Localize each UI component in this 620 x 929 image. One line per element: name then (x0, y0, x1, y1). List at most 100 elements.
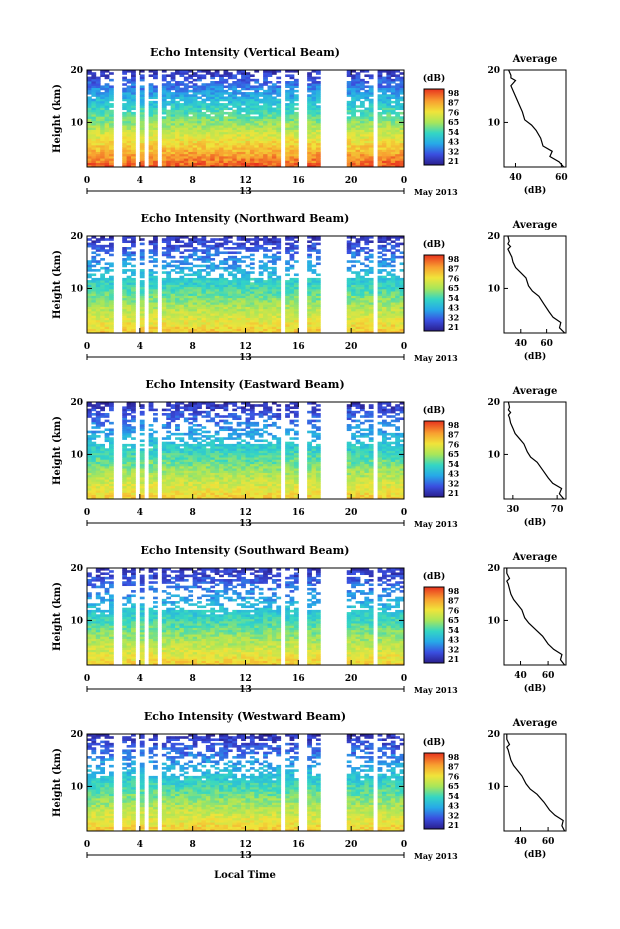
heatmap-cell (170, 98, 176, 102)
heatmap-cell (276, 125, 282, 128)
heatmap-cell (289, 153, 295, 157)
heatmap-cell (395, 120, 400, 124)
heatmap-cell (179, 255, 185, 259)
heatmap-cell (386, 133, 392, 137)
heatmap-cell (197, 144, 202, 148)
heatmap-cell (95, 100, 101, 104)
heatmap-cell (122, 415, 128, 418)
heatmap-cell (95, 459, 101, 462)
heatmap-cell (249, 94, 255, 97)
heatmap-cell (293, 138, 299, 141)
heatmap-cell (131, 299, 136, 303)
heatmap-cell (263, 111, 268, 115)
heatmap-cell (232, 131, 238, 135)
heatmap-cell (395, 160, 400, 163)
heatmap-cell (201, 120, 207, 124)
heatmap-cell (175, 410, 180, 414)
heatmap-cell (307, 269, 312, 272)
heatmap-cell (236, 140, 242, 144)
heatmap-cell (289, 282, 295, 285)
heatmap-cell (104, 448, 110, 451)
heatmap-cell (91, 319, 97, 323)
heatmap-cell (131, 120, 136, 124)
heatmap-cell (223, 78, 229, 82)
heatmap-cell (364, 151, 370, 155)
heatmap-cell (109, 247, 114, 250)
heatmap-cell (241, 330, 246, 334)
heatmap-cell (245, 114, 251, 117)
heatmap-cell (197, 242, 202, 246)
heatmap-cell (359, 293, 365, 296)
heatmap-cell (351, 242, 356, 246)
heatmap-cell (390, 105, 396, 108)
heatmap-cell (276, 155, 282, 159)
heatmap-cell (351, 127, 356, 130)
heatmap-cell (91, 459, 97, 462)
heatmap-cell (346, 242, 352, 246)
heatmap-cell (249, 78, 255, 82)
heatmap-cell (364, 98, 370, 102)
heatmap-cell (254, 96, 260, 100)
heatmap-cell (153, 74, 158, 78)
heatmap-cell (192, 326, 198, 329)
heatmap-cell (236, 149, 242, 152)
heatmap-cell (104, 461, 110, 465)
heatmap-cell (95, 470, 101, 473)
heatmap-cell (91, 260, 97, 263)
heatmap-cell (139, 410, 145, 414)
average-x-tick-label: 40 (509, 173, 522, 183)
heatmap-cell (346, 251, 352, 255)
heatmap-cell (126, 435, 132, 438)
heatmap-cell (109, 408, 114, 412)
heatmap-cell (91, 100, 97, 104)
heatmap-cell (214, 326, 220, 329)
heatmap-cell (153, 111, 158, 115)
heatmap-cell (390, 313, 396, 316)
heatmap-cell (263, 295, 268, 299)
heatmap-cell (109, 89, 114, 93)
heatmap-cell (91, 485, 97, 489)
heatmap-cell (122, 448, 128, 451)
heatmap-cell (241, 103, 246, 106)
heatmap-cell (254, 153, 260, 157)
heatmap-cell (355, 242, 361, 246)
heatmap-cell (205, 116, 211, 119)
heatmap-cell (87, 441, 92, 445)
heatmap-cell (100, 402, 106, 405)
heatmap-cell (395, 78, 400, 82)
heatmap-cell (263, 72, 268, 75)
heatmap-cell (131, 107, 136, 111)
heatmap-cell (197, 85, 202, 89)
heatmap-cell (232, 319, 238, 323)
heatmap-cell (236, 155, 242, 159)
heatmap-cell (148, 129, 154, 133)
heatmap-cell (109, 459, 114, 462)
heatmap-cell (377, 291, 383, 294)
heatmap-cell (183, 313, 189, 316)
heatmap-cell (210, 109, 216, 113)
heatmap-cell (197, 249, 202, 252)
heatmap-cell (131, 85, 136, 89)
heatmap-cell (126, 258, 132, 261)
heatmap-cell (148, 450, 154, 454)
heatmap-cell (267, 266, 273, 270)
heatmap-cell (175, 465, 180, 469)
heatmap-cell (386, 330, 392, 334)
heatmap-cell (351, 144, 356, 148)
heatmap-cell (351, 131, 356, 135)
heatmap-cell (271, 155, 277, 159)
heatmap-cell (179, 162, 185, 166)
heatmap-cell (359, 238, 365, 241)
heatmap-cell (315, 326, 321, 329)
heatmap-cell (223, 103, 229, 106)
heatmap-cell (223, 158, 229, 161)
heatmap-cell (263, 324, 268, 327)
heatmap-cell (161, 138, 167, 141)
heatmap-cell (210, 149, 216, 152)
heatmap-cell (91, 129, 97, 133)
heatmap-cell (91, 282, 97, 285)
heatmap-cell (289, 266, 295, 270)
heatmap-cell (293, 70, 299, 73)
heatmap-cell (183, 260, 189, 263)
heatmap-cell (214, 122, 220, 126)
